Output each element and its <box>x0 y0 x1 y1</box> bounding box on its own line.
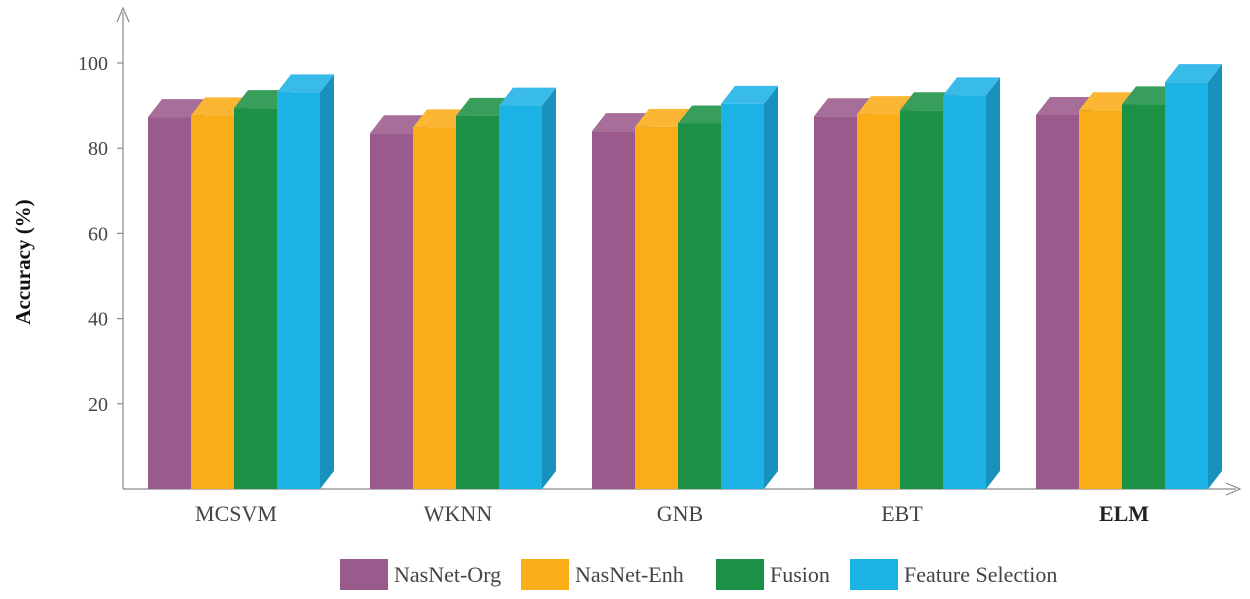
legend: NasNet-Org NasNet-Enh Fusion Feature Select… <box>340 559 1057 590</box>
legend-item-feature-selection: Feature Selection <box>850 559 1057 590</box>
y-tick-label: 40 <box>88 309 108 331</box>
y-tick-label: 100 <box>78 53 108 75</box>
legend-swatch <box>850 559 898 590</box>
category-labels: MCSVM WKNN GNB EBT ELM <box>195 501 1149 526</box>
x-category-label: ELM <box>1099 501 1149 526</box>
bars <box>148 64 1222 490</box>
bar-front-face <box>592 131 635 489</box>
bar-front-face <box>857 114 900 490</box>
bar-side-face <box>986 77 1000 489</box>
y-tick-label: 80 <box>88 138 108 160</box>
bar-top-face <box>413 109 470 128</box>
bar-top-face <box>721 85 778 104</box>
bar-front-face <box>234 108 277 489</box>
bar-front-face <box>900 110 943 489</box>
bar-top-face <box>857 96 914 115</box>
bar-ebt-feature-selection <box>943 77 1000 489</box>
y-ticks: 20 40 60 80 100 <box>78 53 123 416</box>
x-category-label: EBT <box>881 501 923 526</box>
y-axis-label: Accuracy (%) <box>11 199 35 324</box>
y-axis-arrow <box>116 6 130 23</box>
bar-top-face <box>191 97 248 116</box>
legend-swatch <box>716 559 764 590</box>
legend-label: Feature Selection <box>904 562 1057 587</box>
y-tick-label: 20 <box>88 394 108 416</box>
bar-front-face <box>277 92 320 490</box>
bar-top-face <box>1122 86 1179 105</box>
bar-front-face <box>148 117 191 490</box>
bar-top-face <box>814 98 871 117</box>
bar-front-face <box>413 127 456 490</box>
y-tick-label: 60 <box>88 223 108 245</box>
bar-mcsvm-feature-selection <box>277 74 334 490</box>
bar-top-face <box>1165 64 1222 83</box>
legend-item-fusion: Fusion <box>716 559 830 590</box>
legend-item-nasnet-org: NasNet-Org <box>340 559 501 590</box>
bar-front-face <box>635 126 678 490</box>
legend-label: Fusion <box>770 562 830 587</box>
bar-elm-feature-selection <box>1165 64 1222 490</box>
x-category-label: WKNN <box>424 501 493 526</box>
bar-side-face <box>764 85 778 490</box>
bar-front-face <box>678 123 721 489</box>
bar-front-face <box>1036 114 1079 490</box>
bar-front-face <box>1122 104 1165 490</box>
bar-wknn-feature-selection <box>499 87 556 489</box>
bar-top-face <box>456 97 513 116</box>
bar-front-face <box>721 103 764 490</box>
bar-front-face <box>499 105 542 489</box>
bar-front-face <box>943 95 986 489</box>
bar-top-face <box>234 90 291 109</box>
bar-top-face <box>900 92 957 111</box>
x-axis-arrow <box>1225 482 1242 496</box>
bar-side-face <box>320 74 334 490</box>
bar-side-face <box>542 87 556 489</box>
bar-top-face <box>277 74 334 93</box>
bar-top-face <box>499 87 556 106</box>
bar-top-face <box>678 105 735 124</box>
bar-top-face <box>370 115 427 134</box>
bar-front-face <box>814 116 857 489</box>
bar-front-face <box>456 115 499 489</box>
legend-swatch <box>521 559 569 590</box>
bar-side-face <box>1208 64 1222 490</box>
bar-top-face <box>592 113 649 132</box>
x-category-label: GNB <box>657 501 703 526</box>
bar-front-face <box>1079 110 1122 489</box>
bar-top-face <box>1079 92 1136 111</box>
legend-item-nasnet-enh: NasNet-Enh <box>521 559 684 590</box>
legend-label: NasNet-Org <box>394 562 501 587</box>
bar-front-face <box>370 133 413 490</box>
bar-top-face <box>1036 96 1093 115</box>
bar-top-face <box>148 99 205 118</box>
legend-label: NasNet-Enh <box>575 562 684 587</box>
x-category-label: MCSVM <box>195 501 277 526</box>
bar-front-face <box>1165 82 1208 490</box>
legend-swatch <box>340 559 388 590</box>
bar-front-face <box>191 115 234 489</box>
bar-gnb-feature-selection <box>721 85 778 490</box>
bar-top-face <box>635 108 692 127</box>
bar-top-face <box>943 77 1000 96</box>
